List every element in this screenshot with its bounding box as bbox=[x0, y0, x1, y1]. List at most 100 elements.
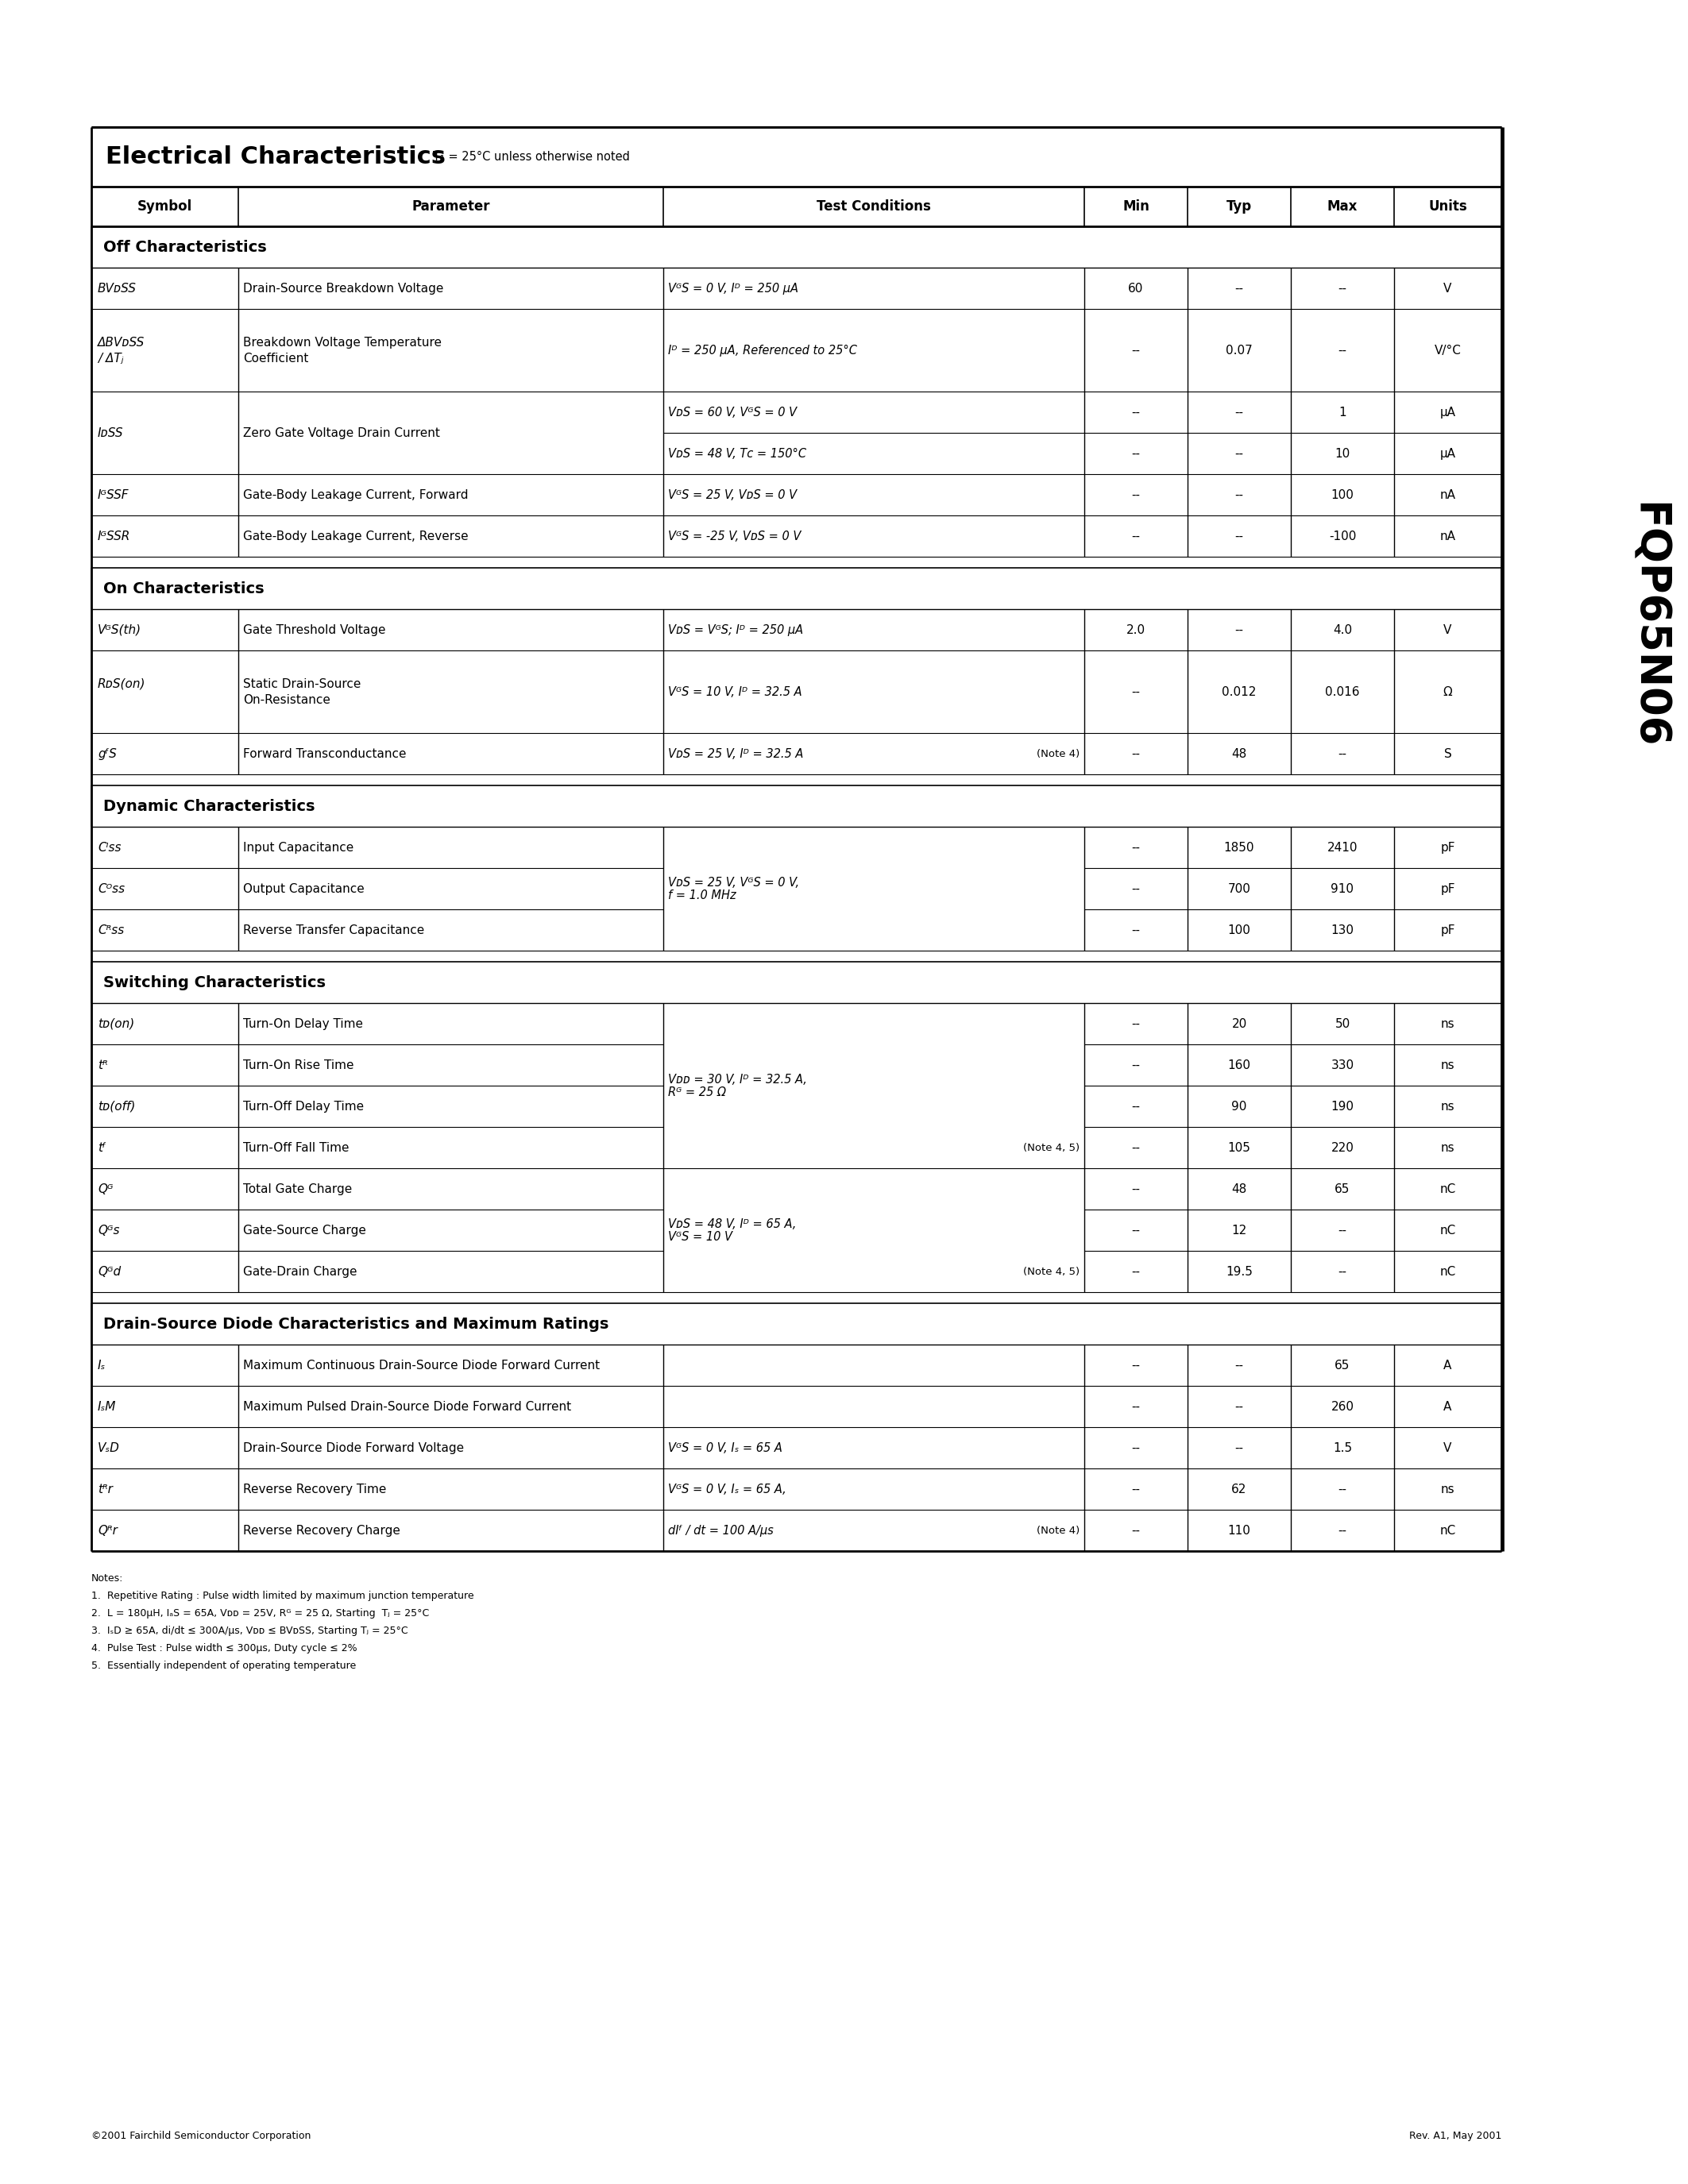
Text: 90: 90 bbox=[1232, 1101, 1247, 1112]
Text: Turn-On Rise Time: Turn-On Rise Time bbox=[243, 1059, 354, 1070]
Text: --: -- bbox=[1236, 448, 1244, 459]
Text: Switching Characteristics: Switching Characteristics bbox=[103, 974, 326, 989]
Text: VᴅS = 48 V, Iᴰ = 65 A,: VᴅS = 48 V, Iᴰ = 65 A, bbox=[668, 1219, 797, 1230]
Text: 50: 50 bbox=[1335, 1018, 1350, 1029]
Text: 1.  Repetitive Rating : Pulse width limited by maximum junction temperature: 1. Repetitive Rating : Pulse width limit… bbox=[91, 1590, 474, 1601]
Text: A: A bbox=[1443, 1400, 1452, 1413]
Text: tᴅ(off): tᴅ(off) bbox=[98, 1101, 135, 1112]
Text: --: -- bbox=[1131, 1059, 1141, 1070]
Bar bbox=[91, 568, 1501, 609]
Text: ns: ns bbox=[1442, 1483, 1455, 1496]
Text: Min: Min bbox=[1123, 199, 1150, 214]
Text: ns: ns bbox=[1442, 1059, 1455, 1070]
Text: --: -- bbox=[1339, 1483, 1347, 1496]
Text: -100: -100 bbox=[1328, 531, 1355, 542]
Text: Turn-Off Delay Time: Turn-Off Delay Time bbox=[243, 1101, 365, 1112]
Text: V: V bbox=[1443, 625, 1452, 636]
Text: 330: 330 bbox=[1330, 1059, 1354, 1070]
Text: --: -- bbox=[1236, 1441, 1244, 1455]
Text: 5.  Essentially independent of operating temperature: 5. Essentially independent of operating … bbox=[91, 1660, 356, 1671]
Text: VᴳS = 0 V, Iᴰ = 250 μA: VᴳS = 0 V, Iᴰ = 250 μA bbox=[668, 282, 798, 295]
Bar bbox=[91, 1304, 1501, 1345]
Text: --: -- bbox=[1339, 1225, 1347, 1236]
Text: / ΔTⱼ: / ΔTⱼ bbox=[98, 352, 123, 365]
Text: A: A bbox=[1443, 1358, 1452, 1372]
Text: Zero Gate Voltage Drain Current: Zero Gate Voltage Drain Current bbox=[243, 426, 441, 439]
Text: IₛM: IₛM bbox=[98, 1400, 116, 1413]
Text: 1: 1 bbox=[1339, 406, 1347, 417]
Text: VᴳS(th): VᴳS(th) bbox=[98, 625, 142, 636]
Text: nA: nA bbox=[1440, 531, 1455, 542]
Bar bbox=[91, 786, 1501, 828]
Text: V/°C: V/°C bbox=[1435, 345, 1462, 356]
Text: 4.0: 4.0 bbox=[1334, 625, 1352, 636]
Text: Qᴳ: Qᴳ bbox=[98, 1184, 113, 1195]
Text: nC: nC bbox=[1440, 1524, 1455, 1535]
Text: 4.  Pulse Test : Pulse width ≤ 300μs, Duty cycle ≤ 2%: 4. Pulse Test : Pulse width ≤ 300μs, Dut… bbox=[91, 1642, 358, 1653]
Text: 110: 110 bbox=[1227, 1524, 1251, 1535]
Text: tᴿ: tᴿ bbox=[98, 1059, 108, 1070]
Text: --: -- bbox=[1131, 1265, 1141, 1278]
Text: Cᴼss: Cᴼss bbox=[98, 882, 125, 895]
Text: gᶠS: gᶠS bbox=[98, 747, 116, 760]
Text: Output Capacitance: Output Capacitance bbox=[243, 882, 365, 895]
Bar bbox=[91, 227, 1501, 269]
Text: Gate-Source Charge: Gate-Source Charge bbox=[243, 1225, 366, 1236]
Text: Maximum Continuous Drain-Source Diode Forward Current: Maximum Continuous Drain-Source Diode Fo… bbox=[243, 1358, 599, 1372]
Text: tᴅ(on): tᴅ(on) bbox=[98, 1018, 135, 1029]
Text: 130: 130 bbox=[1330, 924, 1354, 937]
Text: 0.07: 0.07 bbox=[1225, 345, 1252, 356]
Text: --: -- bbox=[1236, 1400, 1244, 1413]
Text: Electrical Characteristics: Electrical Characteristics bbox=[106, 146, 446, 168]
Text: pF: pF bbox=[1440, 924, 1455, 937]
Text: --: -- bbox=[1131, 747, 1141, 760]
Text: 700: 700 bbox=[1227, 882, 1251, 895]
Text: --: -- bbox=[1131, 1483, 1141, 1496]
Text: VᴅS = 25 V, VᴳS = 0 V,: VᴅS = 25 V, VᴳS = 0 V, bbox=[668, 876, 798, 889]
Text: Vᴅᴅ = 30 V, Iᴰ = 32.5 A,: Vᴅᴅ = 30 V, Iᴰ = 32.5 A, bbox=[668, 1072, 807, 1085]
Text: VₛD: VₛD bbox=[98, 1441, 120, 1455]
Text: ns: ns bbox=[1442, 1101, 1455, 1112]
Text: μA: μA bbox=[1440, 406, 1455, 417]
Text: 60: 60 bbox=[1128, 282, 1144, 295]
Text: 2.  L = 180μH, IₐS = 65A, Vᴅᴅ = 25V, Rᴳ = 25 Ω, Starting  Tⱼ = 25°C: 2. L = 180μH, IₐS = 65A, Vᴅᴅ = 25V, Rᴳ =… bbox=[91, 1607, 429, 1618]
Text: --: -- bbox=[1131, 448, 1141, 459]
Text: Drain-Source Breakdown Voltage: Drain-Source Breakdown Voltage bbox=[243, 282, 444, 295]
Text: --: -- bbox=[1236, 625, 1244, 636]
Text: --: -- bbox=[1339, 345, 1347, 356]
Text: FQP65N06: FQP65N06 bbox=[1627, 502, 1669, 749]
Text: Gate-Drain Charge: Gate-Drain Charge bbox=[243, 1265, 358, 1278]
Text: --: -- bbox=[1131, 686, 1141, 697]
Text: Iᴰ = 250 μA, Referenced to 25°C: Iᴰ = 250 μA, Referenced to 25°C bbox=[668, 345, 858, 356]
Text: VᴳS = 10 V: VᴳS = 10 V bbox=[668, 1230, 733, 1243]
Text: Gate-Body Leakage Current, Reverse: Gate-Body Leakage Current, Reverse bbox=[243, 531, 468, 542]
Text: --: -- bbox=[1131, 406, 1141, 417]
Text: 260: 260 bbox=[1330, 1400, 1354, 1413]
Text: Breakdown Voltage Temperature: Breakdown Voltage Temperature bbox=[243, 336, 442, 347]
Text: (Note 4): (Note 4) bbox=[1036, 749, 1080, 758]
Text: Ω: Ω bbox=[1443, 686, 1452, 697]
Text: Off Characteristics: Off Characteristics bbox=[103, 240, 267, 256]
Text: tᶠ: tᶠ bbox=[98, 1142, 106, 1153]
Text: Units: Units bbox=[1428, 199, 1467, 214]
Text: VᴳS = 0 V, Iₛ = 65 A,: VᴳS = 0 V, Iₛ = 65 A, bbox=[668, 1483, 787, 1496]
Text: --: -- bbox=[1131, 1225, 1141, 1236]
Text: --: -- bbox=[1339, 747, 1347, 760]
Text: ©2001 Fairchild Semiconductor Corporation: ©2001 Fairchild Semiconductor Corporatio… bbox=[91, 2132, 311, 2143]
Text: Turn-Off Fall Time: Turn-Off Fall Time bbox=[243, 1142, 349, 1153]
Text: Reverse Recovery Time: Reverse Recovery Time bbox=[243, 1483, 387, 1496]
Text: Qᴳs: Qᴳs bbox=[98, 1225, 120, 1236]
Text: pF: pF bbox=[1440, 882, 1455, 895]
Text: --: -- bbox=[1131, 882, 1141, 895]
Text: --: -- bbox=[1131, 841, 1141, 854]
Text: 65: 65 bbox=[1335, 1184, 1350, 1195]
Text: f = 1.0 MHz: f = 1.0 MHz bbox=[668, 889, 736, 902]
Text: Gate Threshold Voltage: Gate Threshold Voltage bbox=[243, 625, 385, 636]
Text: --: -- bbox=[1236, 406, 1244, 417]
Text: Rᴳ = 25 Ω: Rᴳ = 25 Ω bbox=[668, 1085, 726, 1099]
Text: --: -- bbox=[1236, 531, 1244, 542]
Text: --: -- bbox=[1236, 1358, 1244, 1372]
Text: --: -- bbox=[1131, 1358, 1141, 1372]
Text: Notes:: Notes: bbox=[91, 1572, 123, 1583]
Text: ΔBVᴅSS: ΔBVᴅSS bbox=[98, 336, 145, 347]
